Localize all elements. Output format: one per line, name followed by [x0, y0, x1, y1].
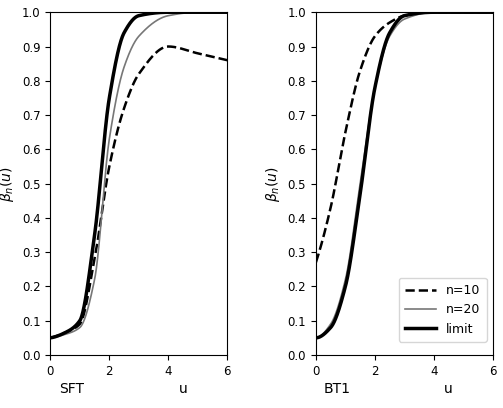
X-axis label: u: u: [179, 382, 188, 397]
n=20: [435, 10, 441, 15]
n=20: [451, 10, 457, 15]
n=20: [224, 10, 230, 15]
limit: [431, 10, 437, 15]
n=10: [313, 260, 319, 265]
limit: [313, 335, 319, 340]
n=10: [125, 94, 131, 99]
n=20: [490, 10, 496, 15]
n=10: [435, 10, 441, 15]
n=20: [384, 38, 390, 43]
n=10: [169, 44, 175, 49]
Line: limit: limit: [316, 12, 493, 338]
n=10: [331, 189, 337, 194]
limit: [391, 23, 397, 28]
n=10: [224, 58, 230, 63]
n=20: [65, 331, 71, 336]
limit: [119, 35, 125, 40]
n=20: [331, 315, 337, 320]
n=10: [189, 49, 195, 54]
limit: [186, 10, 192, 15]
X-axis label: u: u: [444, 382, 453, 397]
limit: [169, 10, 175, 15]
n=10: [384, 22, 390, 27]
n=10: [165, 44, 172, 49]
limit: [384, 35, 390, 40]
n=10: [431, 10, 437, 15]
n=20: [189, 10, 195, 15]
limit: [435, 10, 441, 15]
n=20: [313, 335, 319, 340]
n=20: [391, 27, 397, 32]
Legend: n=10, n=20, limit: n=10, n=20, limit: [398, 278, 487, 342]
Line: limit: limit: [50, 12, 227, 338]
n=20: [195, 10, 201, 15]
n=20: [169, 13, 175, 18]
Line: n=10: n=10: [50, 47, 227, 338]
Y-axis label: $\beta_n(u)$: $\beta_n(u)$: [0, 166, 17, 202]
n=10: [454, 10, 460, 15]
Line: n=20: n=20: [50, 12, 227, 338]
limit: [451, 10, 457, 15]
n=10: [47, 335, 53, 340]
Text: SFT: SFT: [59, 382, 84, 397]
n=10: [186, 48, 192, 53]
limit: [47, 335, 53, 340]
n=10: [391, 18, 397, 22]
Y-axis label: $\beta_n(u)$: $\beta_n(u)$: [264, 166, 282, 202]
limit: [65, 328, 71, 333]
limit: [454, 10, 460, 15]
limit: [189, 10, 195, 15]
limit: [490, 10, 496, 15]
limit: [224, 10, 230, 15]
Line: n=10: n=10: [316, 12, 493, 262]
limit: [125, 23, 131, 28]
n=20: [125, 53, 131, 58]
Line: n=20: n=20: [316, 12, 493, 338]
n=20: [119, 72, 125, 77]
n=20: [185, 10, 191, 15]
n=10: [65, 329, 71, 334]
n=10: [119, 113, 125, 118]
Text: BT1: BT1: [323, 382, 351, 397]
n=20: [454, 10, 460, 15]
n=10: [490, 10, 496, 15]
n=20: [431, 10, 437, 15]
limit: [165, 10, 172, 15]
limit: [331, 320, 337, 325]
n=10: [451, 10, 457, 15]
n=20: [47, 335, 53, 340]
